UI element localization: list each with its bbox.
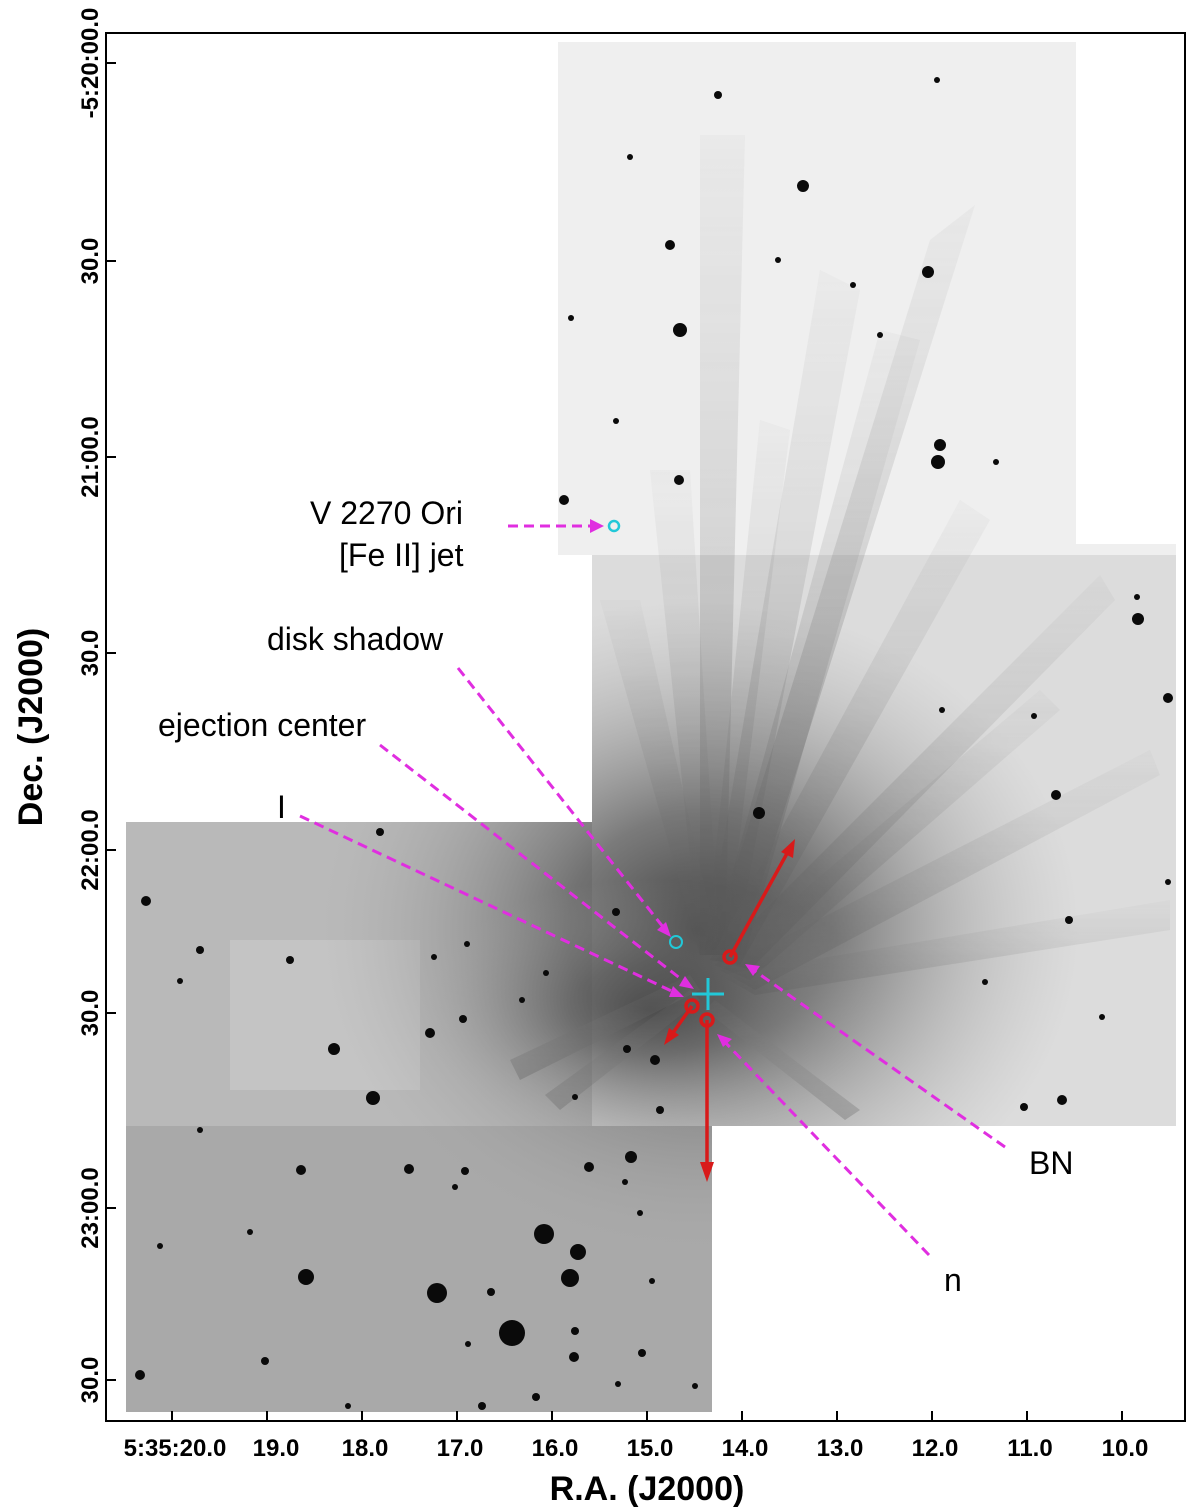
y-tick-label: 30.0 [77, 1357, 104, 1404]
y-tick-labels: -5:20:00.0 30.0 21:00.0 30.0 22:00.0 30.… [77, 8, 104, 1404]
y-axis-ticks [106, 62, 116, 1381]
y-tick-label: 23:00.0 [77, 1167, 104, 1248]
x-axis-ticks [171, 1411, 1123, 1421]
x-tick-label: 11.0 [1007, 1435, 1052, 1462]
label-source-bn: BN [1029, 1145, 1073, 1181]
y-tick-label: 22:00.0 [77, 809, 104, 890]
label-v2270-ori: V 2270 Ori [310, 495, 463, 531]
proper-motion-arrowheads [664, 839, 795, 1182]
annotation-arrows [299, 524, 1006, 1257]
x-axis-title: R.A. (J2000) [550, 1470, 745, 1508]
label-disk-shadow: disk shadow [267, 621, 444, 657]
x-tick-label: 12.0 [912, 1435, 959, 1462]
x-tick-label: 16.0 [532, 1435, 579, 1462]
y-axis-title: Dec. (J2000) [12, 628, 50, 826]
x-tick-label: 5:35:20.0 [124, 1435, 227, 1462]
y-tick-label: 30.0 [77, 238, 104, 285]
x-tick-label: 10.0 [1102, 1435, 1149, 1462]
x-tick-label: 18.0 [342, 1435, 389, 1462]
label-source-n: n [944, 1262, 962, 1298]
x-tick-label: 15.0 [627, 1435, 674, 1462]
y-tick-label: 30.0 [77, 630, 104, 677]
x-tick-labels: 5:35:20.0 19.0 18.0 17.0 16.0 15.0 14.0 … [124, 1435, 1149, 1462]
y-tick-label: -5:20:00.0 [77, 8, 104, 119]
label-ejection-center: ejection center [158, 707, 366, 743]
label-feii-jet: [Fe II] jet [339, 537, 464, 573]
x-tick-label: 17.0 [437, 1435, 484, 1462]
ejection-center-cross [692, 978, 724, 1010]
x-tick-label: 19.0 [253, 1435, 300, 1462]
label-source-i: I [277, 789, 286, 825]
outflow-fingers [510, 135, 1170, 1120]
disk-shadow-marker [669, 935, 683, 949]
x-tick-label: 13.0 [817, 1435, 864, 1462]
star-field [135, 77, 1173, 1410]
y-tick-label: 21:00.0 [77, 416, 104, 497]
x-tick-label: 14.0 [722, 1435, 769, 1462]
y-tick-label: 30.0 [77, 990, 104, 1037]
v2270-ori-marker [607, 519, 621, 533]
annotation-arrowheads [590, 519, 760, 1047]
